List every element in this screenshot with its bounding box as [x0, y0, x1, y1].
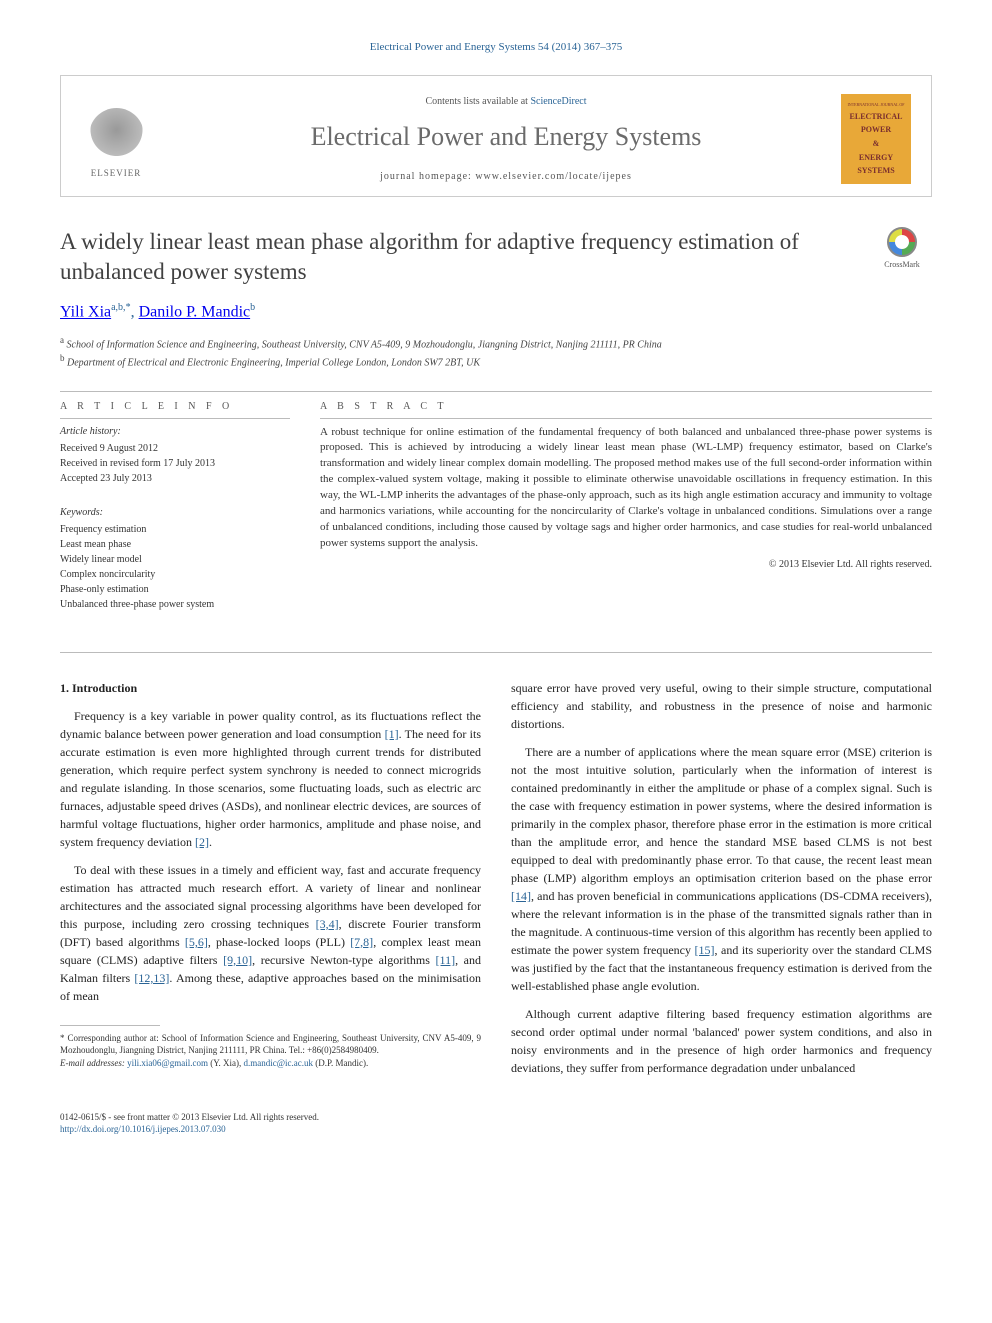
journal-banner-center: Contents lists available at ScienceDirec…	[171, 95, 841, 183]
author-list: Yili Xiaa,b,*, Danilo P. Mandicb	[60, 301, 932, 324]
footnotes: * Corresponding author at: School of Inf…	[60, 1032, 481, 1070]
affiliation-a: a School of Information Science and Engi…	[60, 334, 932, 352]
affil-a-text: School of Information Science and Engine…	[67, 339, 662, 350]
issn-front-matter: 0142-0615/$ - see front matter © 2013 El…	[60, 1111, 932, 1124]
citation-12-13[interactable]: [12,13]	[134, 971, 169, 985]
body-paragraph-2: To deal with these issues in a timely an…	[60, 861, 481, 1005]
body-paragraph-3: square error have proved very useful, ow…	[511, 679, 932, 733]
keyword: Unbalanced three-phase power system	[60, 597, 290, 612]
abstract-copyright: © 2013 Elsevier Ltd. All rights reserved…	[320, 558, 932, 572]
page-footer: 0142-0615/$ - see front matter © 2013 El…	[60, 1111, 932, 1136]
keyword: Phase-only estimation	[60, 582, 290, 597]
info-abstract-row: A R T I C L E I N F O Article history: R…	[60, 400, 932, 612]
affiliations: a School of Information Science and Engi…	[60, 334, 932, 371]
p1b: . The need for its accurate estimation i…	[60, 727, 481, 849]
corresponding-author-note: * Corresponding author at: School of Inf…	[60, 1032, 481, 1057]
author-1-email-link[interactable]: yili.xia06@gmail.com	[127, 1058, 208, 1068]
author-2-email-link[interactable]: d.mandic@ic.ac.uk	[244, 1058, 314, 1068]
abstract-heading: A B S T R A C T	[320, 400, 932, 414]
cover-line-2: POWER	[845, 125, 907, 135]
history-subhead: Article history:	[60, 425, 290, 439]
contents-available-line: Contents lists available at ScienceDirec…	[171, 95, 841, 109]
author-link-1[interactable]: Yili Xia	[60, 304, 111, 321]
citation-7-8[interactable]: [7,8]	[350, 935, 373, 949]
cover-line-3: ENERGY	[845, 153, 907, 163]
doi-link[interactable]: http://dx.doi.org/10.1016/j.ijepes.2013.…	[60, 1124, 226, 1134]
article-body: 1. Introduction Frequency is a key varia…	[60, 679, 932, 1087]
affil-a-sup: a	[60, 335, 64, 345]
author-link-2[interactable]: Danilo P. Mandic	[139, 304, 251, 321]
title-row: A widely linear least mean phase algorit…	[60, 227, 932, 287]
p4a: There are a number of applications where…	[511, 745, 932, 885]
affil-b-text: Department of Electrical and Electronic …	[67, 358, 480, 369]
cover-top-text: INTERNATIONAL JOURNAL OF	[845, 103, 907, 108]
contents-prefix: Contents lists available at	[425, 96, 530, 107]
elsevier-tree-icon	[89, 108, 144, 163]
journal-banner: ELSEVIER Contents lists available at Sci…	[60, 75, 932, 197]
journal-name: Electrical Power and Energy Systems	[171, 119, 841, 155]
publisher-name: ELSEVIER	[91, 167, 142, 180]
cover-line-4: SYSTEMS	[845, 166, 907, 176]
keyword: Complex noncircularity	[60, 567, 290, 582]
citation-2[interactable]: [2]	[195, 835, 209, 849]
email-addresses-note: E-mail addresses: yili.xia06@gmail.com (…	[60, 1057, 481, 1070]
article-info-sidebar: A R T I C L E I N F O Article history: R…	[60, 400, 290, 612]
citation-11[interactable]: [11]	[436, 953, 456, 967]
doi-line: http://dx.doi.org/10.1016/j.ijepes.2013.…	[60, 1123, 932, 1136]
abstract-rule	[320, 418, 932, 419]
citation-14[interactable]: [14]	[511, 889, 531, 903]
running-head-citation: Electrical Power and Energy Systems 54 (…	[60, 40, 932, 55]
journal-homepage-line: journal homepage: www.elsevier.com/locat…	[171, 170, 841, 184]
keyword: Frequency estimation	[60, 522, 290, 537]
keyword: Widely linear model	[60, 552, 290, 567]
history-revised: Received in revised form 17 July 2013	[60, 456, 290, 471]
section-1-heading: 1. Introduction	[60, 679, 481, 697]
p2c: , phase-locked loops (PLL)	[208, 935, 350, 949]
author-separator: ,	[131, 304, 139, 321]
homepage-prefix: journal homepage:	[380, 171, 475, 182]
footnote-separator	[60, 1025, 160, 1026]
citation-9-10[interactable]: [9,10]	[223, 953, 252, 967]
crossmark-icon	[887, 227, 917, 257]
abstract-text: A robust technique for online estimation…	[320, 425, 932, 553]
crossmark-badge[interactable]: CrossMark	[872, 227, 932, 270]
article-info-heading: A R T I C L E I N F O	[60, 400, 290, 414]
history-accepted: Accepted 23 July 2013	[60, 471, 290, 486]
body-paragraph-5: Although current adaptive filtering base…	[511, 1005, 932, 1077]
email-label: E-mail addresses:	[60, 1058, 127, 1068]
p1c: .	[209, 835, 212, 849]
body-paragraph-1: Frequency is a key variable in power qua…	[60, 707, 481, 851]
citation-1[interactable]: [1]	[385, 727, 399, 741]
p2e: , recursive Newton-type algorithms	[252, 953, 435, 967]
history-received: Received 9 August 2012	[60, 441, 290, 456]
body-paragraph-4: There are a number of applications where…	[511, 743, 932, 995]
abstract-column: A B S T R A C T A robust technique for o…	[320, 400, 932, 612]
info-rule-1	[60, 418, 290, 419]
cover-line-1: ELECTRICAL	[845, 112, 907, 122]
sciencedirect-link[interactable]: ScienceDirect	[530, 96, 586, 107]
keywords-subhead: Keywords:	[60, 506, 290, 520]
email1-who: (Y. Xia),	[208, 1058, 244, 1068]
citation-5-6[interactable]: [5,6]	[185, 935, 208, 949]
author-2-affil-sup: b	[250, 302, 255, 313]
author-1-affil-sup: a,b,	[111, 302, 125, 313]
cover-amp: &	[845, 139, 907, 149]
corr-mark: *	[60, 1033, 65, 1043]
corr-text: Corresponding author at: School of Infor…	[60, 1033, 481, 1056]
affil-b-sup: b	[60, 353, 65, 363]
crossmark-label: CrossMark	[884, 260, 920, 269]
publisher-logo: ELSEVIER	[81, 99, 151, 179]
email2-who: (D.P. Mandic).	[313, 1058, 368, 1068]
affiliation-b: b Department of Electrical and Electroni…	[60, 352, 932, 370]
article-title: A widely linear least mean phase algorit…	[60, 227, 852, 287]
keyword: Least mean phase	[60, 537, 290, 552]
journal-cover-thumbnail: INTERNATIONAL JOURNAL OF ELECTRICAL POWE…	[841, 94, 911, 184]
top-rule	[60, 391, 932, 392]
mid-rule	[60, 652, 932, 653]
homepage-url: www.elsevier.com/locate/ijepes	[475, 171, 632, 182]
citation-3-4[interactable]: [3,4]	[316, 917, 339, 931]
citation-15[interactable]: [15]	[694, 943, 714, 957]
